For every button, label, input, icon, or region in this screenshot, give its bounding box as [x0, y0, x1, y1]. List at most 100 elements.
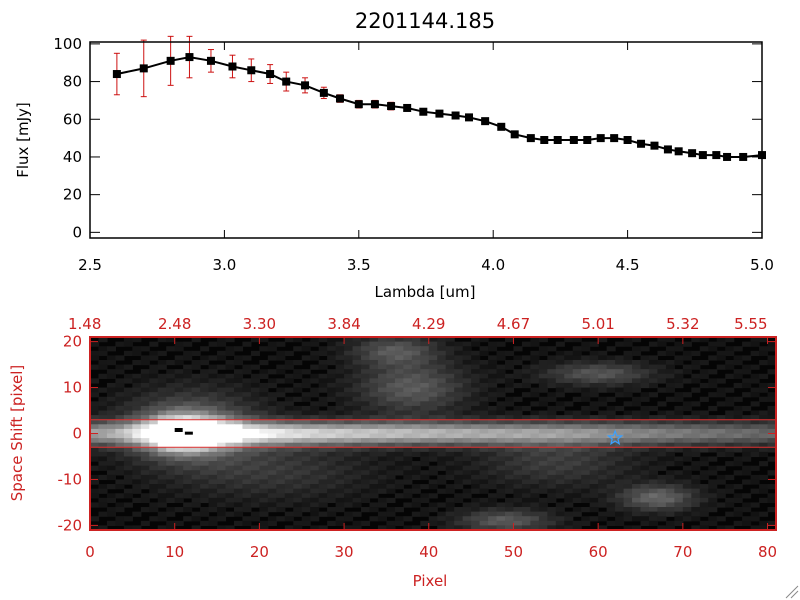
image-pixel	[428, 507, 438, 513]
image-pixel	[344, 373, 354, 379]
image-pixel	[564, 502, 574, 508]
image-pixel	[572, 497, 582, 504]
image-pixel	[123, 392, 133, 398]
image-pixel	[445, 369, 455, 375]
image-pixel	[598, 359, 608, 366]
image-pixel	[225, 337, 235, 343]
image-pixel	[674, 378, 684, 384]
image-pixel	[369, 364, 379, 370]
image-pixel	[267, 392, 277, 398]
image-pixel	[90, 405, 100, 412]
image-pixel	[699, 525, 709, 531]
image-pixel	[725, 511, 735, 517]
image-pixel	[259, 359, 269, 366]
image-pixel	[403, 428, 413, 435]
image-pixel	[513, 474, 523, 481]
image-pixel	[437, 451, 447, 458]
image-pixel	[742, 447, 752, 453]
image-pixel	[589, 364, 599, 370]
image-pixel	[106, 373, 117, 379]
image-pixel	[496, 465, 506, 471]
image-pixel	[217, 341, 227, 347]
image-pixel	[276, 387, 286, 393]
image-pixel	[462, 341, 472, 347]
image-pixel	[377, 359, 388, 366]
image-pixel	[344, 474, 354, 481]
image-pixel	[140, 493, 150, 499]
image-pixel	[572, 488, 582, 494]
image-pixel	[462, 525, 472, 531]
image-pixel	[615, 511, 625, 517]
data-point	[674, 147, 683, 156]
image-pixel	[293, 484, 303, 490]
image-pixel	[403, 378, 413, 384]
image-pixel	[267, 419, 277, 425]
image-pixel	[233, 484, 244, 490]
image-pixel	[598, 396, 608, 402]
image-pixel	[149, 387, 159, 393]
data-point	[301, 81, 310, 90]
image-pixel	[123, 502, 133, 508]
image-pixel	[335, 387, 345, 393]
image-pixel	[581, 465, 591, 471]
image-pixel	[106, 456, 117, 462]
image-pixel	[411, 410, 421, 416]
image-pixel	[242, 424, 252, 430]
image-pixel	[420, 497, 430, 504]
image-pixel	[123, 364, 133, 370]
image-pixel	[411, 474, 421, 481]
image-pixel	[555, 387, 565, 393]
image-pixel	[106, 447, 117, 453]
image-pixel	[632, 451, 642, 458]
image-pixel	[581, 497, 591, 504]
image-pixel	[454, 461, 464, 467]
image-pixel	[445, 415, 455, 421]
image-pixel	[640, 484, 650, 490]
image-pixel	[733, 419, 743, 425]
image-pixel	[259, 470, 269, 476]
image-pixel	[318, 387, 328, 393]
image-pixel	[725, 433, 735, 439]
image-pixel	[377, 456, 388, 462]
image-pixel	[267, 378, 277, 384]
image-pixel	[377, 337, 388, 343]
image-pixel	[733, 493, 743, 499]
spectrum-x-axis-label: Lambda [um]	[375, 283, 476, 301]
image-pixel	[250, 479, 260, 485]
image-pixel	[394, 337, 404, 343]
image-pixel	[394, 350, 404, 356]
image-pixel	[123, 470, 133, 476]
image-pixel	[217, 392, 227, 398]
image-pixel	[437, 364, 447, 370]
image-pixel	[293, 396, 303, 402]
image-pixel	[454, 355, 464, 361]
image-pixel	[699, 493, 709, 499]
image-pixel	[200, 507, 210, 513]
image-pixel	[259, 497, 269, 504]
image-pixel	[250, 378, 260, 384]
resize-grip-icon[interactable]	[785, 585, 799, 599]
image-pixel	[284, 364, 294, 370]
image-pixel	[132, 378, 142, 384]
image-pixel	[242, 516, 252, 522]
image-pixel	[759, 387, 769, 393]
image-pixel	[267, 442, 277, 448]
image-pixel	[90, 488, 100, 494]
image-pixel	[750, 401, 760, 407]
image-pixel	[233, 415, 244, 421]
image-pixel	[276, 502, 286, 508]
image-pixel	[564, 456, 574, 462]
image-pixel	[750, 373, 760, 379]
image-pixel	[276, 433, 286, 439]
image-pixel	[632, 447, 642, 453]
image-pixel	[479, 387, 489, 393]
image-pixel	[250, 387, 260, 393]
image-pixel	[708, 419, 718, 425]
data-point	[610, 134, 619, 143]
image-pixel	[310, 401, 320, 407]
image-pixel	[166, 470, 176, 476]
image-pixel	[462, 350, 472, 356]
image-pixel	[310, 378, 320, 384]
image-pixel	[632, 359, 642, 366]
image-pixel	[132, 488, 142, 494]
